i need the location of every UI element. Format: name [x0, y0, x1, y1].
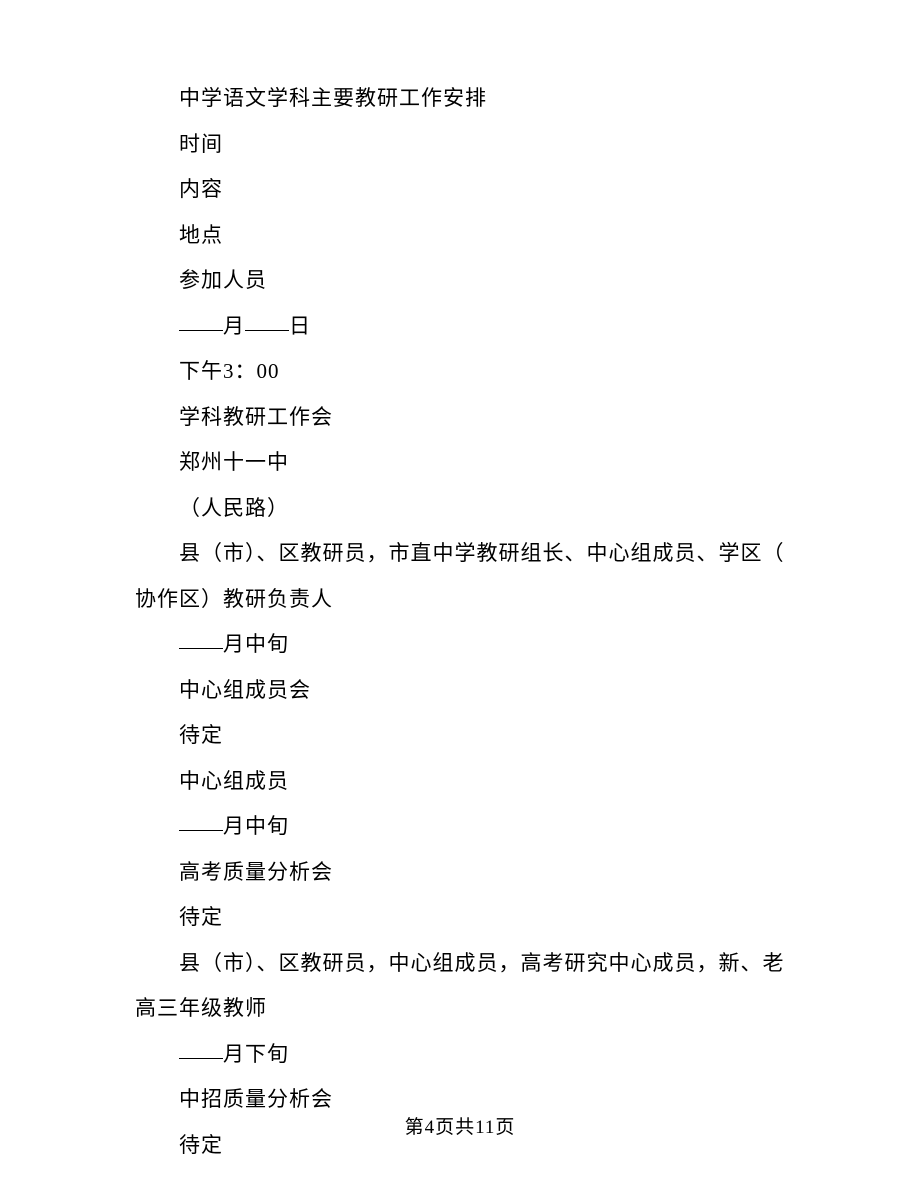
- page-footer: 第4页共11页: [0, 1112, 920, 1139]
- text-line: 学科教研工作会: [135, 395, 785, 441]
- text-line-with-blanks: 月下旬: [135, 1032, 785, 1078]
- text-fragment: 月下旬: [223, 1042, 289, 1066]
- text-line: 待定: [135, 895, 785, 941]
- text-line-with-blanks: 月中旬: [135, 804, 785, 850]
- text-line-with-blanks: 月日: [135, 304, 785, 350]
- text-line: 内容: [135, 167, 785, 213]
- text-line: 下午3：00: [135, 349, 785, 395]
- blank-field: [245, 330, 289, 331]
- text-line: 参加人员: [135, 258, 785, 304]
- blank-field: [179, 330, 223, 331]
- text-fragment: 月中旬: [223, 814, 289, 838]
- text-line: 时间: [135, 122, 785, 168]
- text-line-with-blanks: 月中旬: [135, 622, 785, 668]
- document-body: 中学语文学科主要教研工作安排 时间 内容 地点 参加人员 月日 下午3：00 学…: [135, 76, 785, 1168]
- blank-field: [179, 648, 223, 649]
- text-line: （人民路）: [135, 486, 785, 532]
- text-line: 县（市）、区教研员，市直中学教研组长、中心组成员、学区（: [135, 531, 785, 577]
- blank-field: [179, 1058, 223, 1059]
- text-line: 郑州十一中: [135, 440, 785, 486]
- text-line: 协作区）教研负责人: [135, 577, 785, 623]
- blank-field: [179, 830, 223, 831]
- text-line: 高三年级教师: [135, 986, 785, 1032]
- text-line: 待定: [135, 713, 785, 759]
- text-line: 地点: [135, 213, 785, 259]
- text-line: 中心组成员: [135, 759, 785, 805]
- text-fragment: 日: [289, 314, 311, 338]
- text-line: 中学语文学科主要教研工作安排: [135, 76, 785, 122]
- text-line: 县（市）、区教研员，中心组成员，高考研究中心成员，新、老: [135, 941, 785, 987]
- text-fragment: 月: [223, 314, 245, 338]
- text-line: 中心组成员会: [135, 668, 785, 714]
- text-line: 高考质量分析会: [135, 850, 785, 896]
- text-fragment: 月中旬: [223, 632, 289, 656]
